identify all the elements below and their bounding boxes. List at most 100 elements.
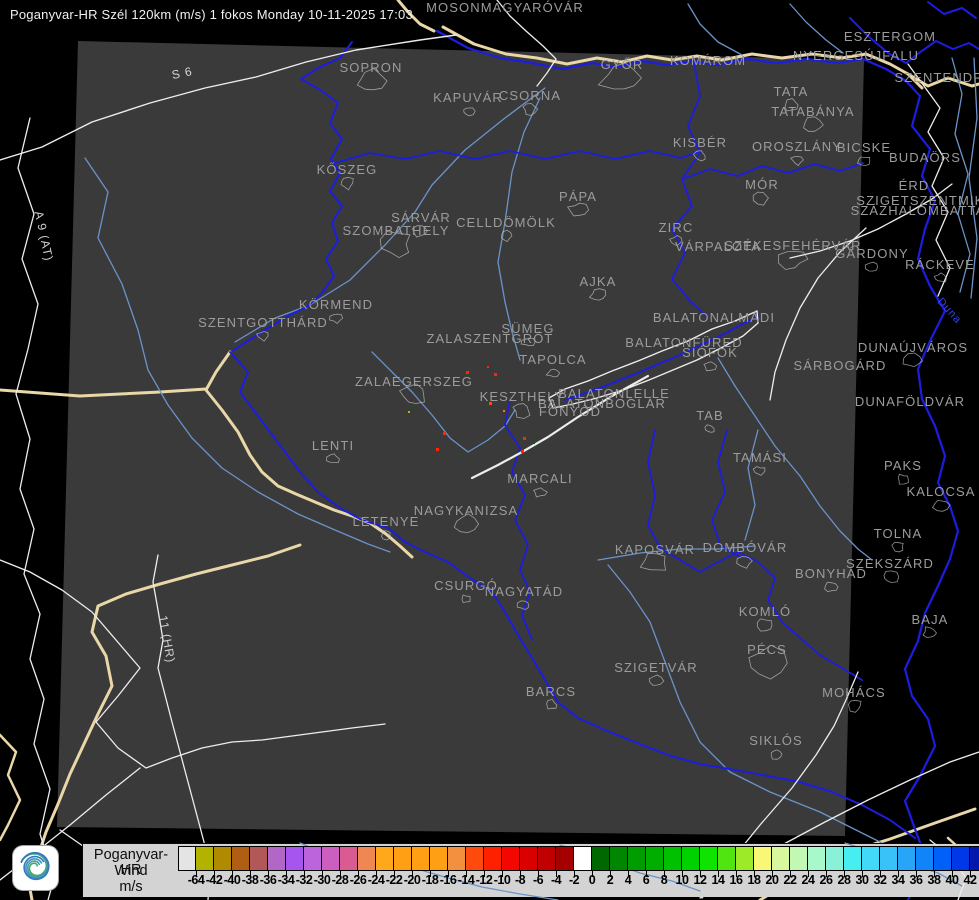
city-label: BALATONBOGLÁR — [538, 396, 666, 411]
city-outline — [500, 229, 513, 243]
city-label: KŐSZEG — [317, 162, 378, 177]
city-label: PÉCS — [747, 642, 787, 657]
colorbar-tick — [268, 871, 269, 877]
colorbar-tick-label: 26 — [819, 873, 833, 887]
colorbar-tick-label: -38 — [241, 873, 259, 887]
map-path-db — [504, 399, 533, 641]
city-label: TATABÁNYA — [771, 104, 854, 119]
city-label: SZOMBATHELY — [343, 223, 450, 238]
city-label: SÜMEG — [501, 321, 554, 336]
city-label: SZIGETSZENTMIKLÓS — [856, 193, 979, 208]
map-path-lb — [234, 87, 546, 343]
city-label: PAKS — [884, 458, 922, 473]
map-path-w — [15, 117, 55, 900]
city-label: SZÁZHALOMBATTA — [851, 203, 979, 218]
colorbar-cell — [862, 846, 880, 871]
colorbar-cell — [880, 846, 898, 871]
city-outline — [340, 176, 354, 191]
city-outline — [356, 68, 388, 91]
map-path-w — [789, 183, 953, 259]
map-path-t — [26, 543, 302, 900]
city-label: VÁRPALOTA — [675, 239, 761, 254]
city-label: TATA — [774, 84, 809, 99]
city-label: CSORNA — [499, 88, 561, 103]
colorbar-cell — [592, 846, 610, 871]
city-outline — [546, 698, 558, 710]
map-path-db — [681, 162, 864, 180]
map-path-w — [0, 559, 386, 769]
map-path-db — [647, 429, 863, 681]
colorbar-cell — [484, 846, 502, 871]
city-label: FONYÓD — [539, 404, 601, 419]
radar-echo-dot — [411, 405, 413, 407]
map-path-db — [927, 1, 977, 19]
city-label: NYERGESÚJFALU — [793, 48, 919, 63]
map-path-db — [849, 17, 979, 64]
colorbar-tick — [196, 871, 197, 877]
colorbar-tick — [250, 871, 251, 877]
colorbar-cell — [196, 846, 214, 871]
wind-speed-colorbar — [178, 846, 979, 871]
radar-echo-dot — [523, 437, 526, 440]
colorbar-cell — [232, 846, 250, 871]
city-outline — [856, 156, 871, 167]
colorbar-cell — [538, 846, 556, 871]
city-outline — [533, 487, 548, 498]
colorbar-cell — [448, 846, 466, 871]
map-path-w — [0, 34, 457, 161]
city-outline — [931, 499, 951, 512]
colorbar-tick-label: -34 — [277, 873, 295, 887]
map-path-lb — [371, 351, 516, 453]
city-outline — [545, 368, 561, 378]
city-label: CELLDÖMÖLK — [456, 215, 556, 230]
app-logo — [13, 846, 58, 890]
city-label: GYŐR — [601, 57, 644, 72]
colorbar-cell — [268, 846, 286, 871]
colorbar-tick-label: -40 — [223, 873, 241, 887]
map-path-w — [470, 374, 650, 480]
colorbar-cell — [772, 846, 790, 871]
city-label: BONYHÁD — [795, 566, 867, 581]
city-outline — [778, 250, 809, 270]
city-outline — [770, 749, 783, 760]
city-label: SIÓFOK — [682, 345, 738, 360]
map-path-t — [0, 733, 22, 842]
city-label: OROSZLÁNY — [752, 139, 842, 154]
city-outline — [597, 62, 643, 90]
map-path-db — [671, 61, 707, 317]
colorbar-tick-label: -42 — [205, 873, 223, 887]
colorbar-cell — [466, 846, 484, 871]
colorbar-cell — [556, 846, 574, 871]
map-path-w — [152, 554, 211, 900]
city-label: BAJA — [912, 612, 949, 627]
swirl-logo-arc — [20, 852, 50, 881]
colorbar-cell — [250, 846, 268, 871]
radar-echo-dot — [489, 402, 492, 405]
colorbar-tick-label: 14 — [711, 873, 725, 887]
map-path-db — [231, 41, 353, 352]
map-path-lb — [744, 429, 759, 541]
city-label: SÁRBOGÁRD — [794, 358, 887, 373]
colorbar-cell — [754, 846, 772, 871]
colorbar-cell — [394, 846, 412, 871]
city-label: SZEKSZÁRD — [846, 556, 934, 571]
city-label: LENTI — [312, 438, 354, 453]
colorbar-cell — [934, 846, 952, 871]
radar-echo-dot — [503, 410, 505, 412]
map-path-t — [0, 387, 208, 398]
city-outline — [790, 156, 804, 167]
city-outline — [803, 116, 824, 132]
colorbar-cell — [214, 846, 232, 871]
map-path-db — [564, 315, 759, 401]
city-label: BALATONFÜRED — [625, 335, 742, 350]
city-outline — [461, 594, 471, 604]
city-outline — [326, 453, 340, 464]
map-path-lb — [497, 97, 541, 361]
city-outline — [669, 235, 683, 247]
city-label: ESZTERGOM — [844, 29, 936, 44]
legend-unit-label: m/s — [119, 879, 143, 895]
city-label: BALATONLELLE — [558, 386, 670, 401]
colorbar-cell — [916, 846, 934, 871]
city-outline — [588, 288, 607, 301]
city-outline — [704, 424, 715, 433]
